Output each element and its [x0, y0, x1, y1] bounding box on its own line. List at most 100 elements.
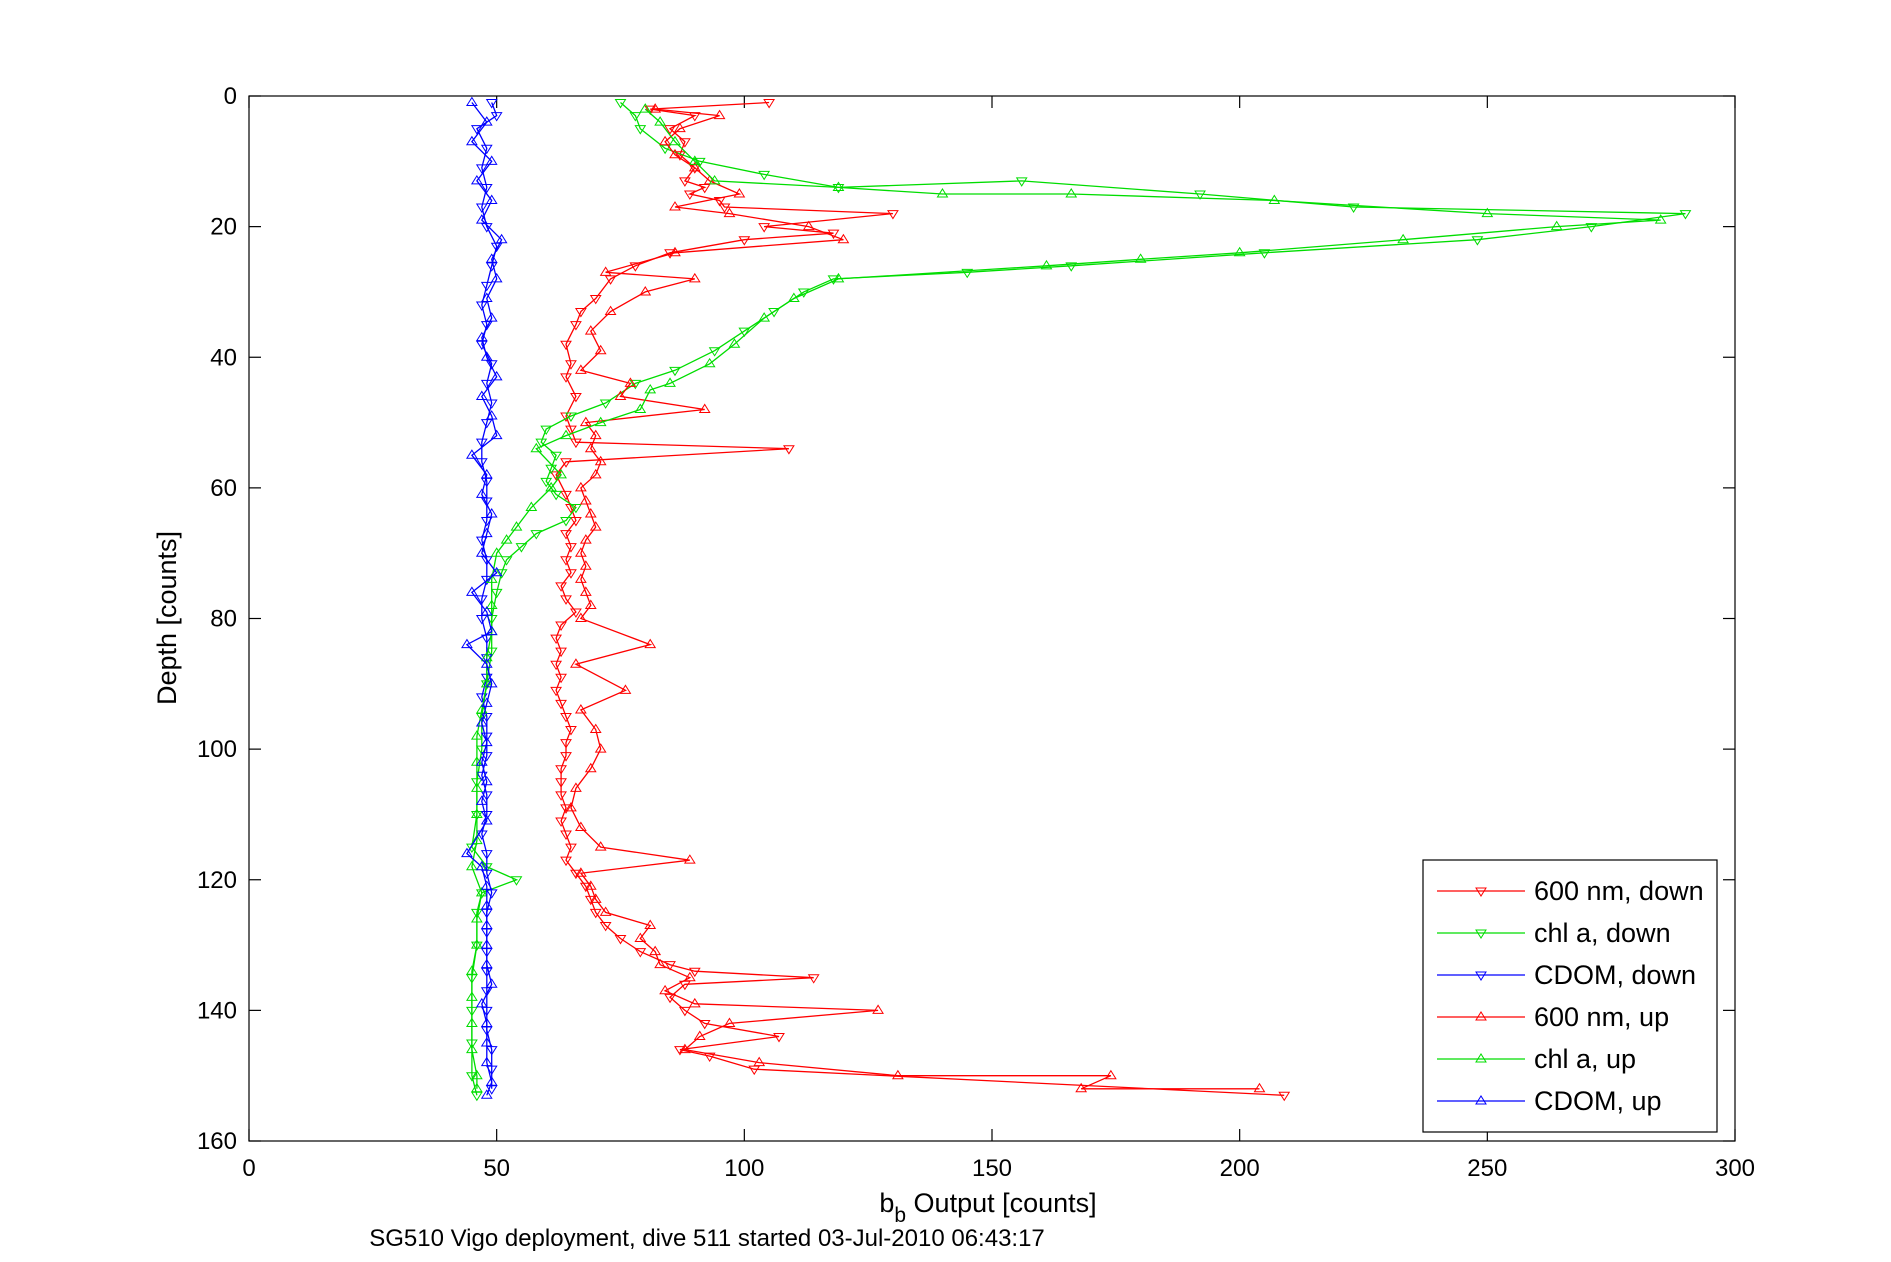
data-point [565, 543, 577, 553]
data-point [584, 508, 597, 518]
data-point [758, 170, 771, 181]
data-point [515, 543, 528, 553]
data-point [560, 340, 572, 351]
data-point [560, 752, 572, 762]
data-point [465, 586, 478, 596]
data-point [1481, 207, 1494, 218]
data-point [560, 712, 572, 723]
data-point [713, 109, 726, 120]
plot-series [461, 96, 1692, 1102]
data-point [550, 686, 563, 697]
chart-caption: SG510 Vigo deployment, dive 511 started … [369, 1225, 1045, 1252]
data-point [480, 987, 493, 997]
data-point [470, 1082, 483, 1093]
data-point [674, 122, 686, 133]
data-point [495, 233, 508, 244]
data-point [480, 144, 493, 155]
data-point [703, 357, 716, 368]
data-point [1134, 253, 1147, 263]
data-point [461, 847, 473, 858]
data-point [1065, 262, 1078, 272]
data-point [1654, 214, 1667, 224]
data-point [480, 419, 493, 429]
data-point [560, 595, 572, 605]
data-point [599, 266, 612, 276]
data-point [470, 908, 483, 919]
data-point [634, 932, 647, 943]
data-point [708, 174, 721, 185]
data-point [584, 325, 597, 335]
data-point [574, 612, 587, 622]
data-point [555, 778, 567, 788]
data-point [470, 808, 483, 818]
legend-item: chl a, up [1437, 1044, 1636, 1074]
data-point [718, 203, 731, 213]
data-point [698, 183, 711, 194]
data-point [1194, 190, 1206, 200]
data-point [565, 726, 577, 736]
data-point [570, 658, 582, 668]
data-point [639, 285, 652, 296]
x-axis-label: bb Output [counts] [879, 1188, 1096, 1227]
data-point [644, 105, 657, 116]
data-point [565, 412, 577, 422]
data-point [555, 673, 567, 684]
data-point [758, 312, 771, 322]
data-point [594, 416, 607, 427]
data-point [475, 203, 488, 213]
legend-item: CDOM, up [1437, 1086, 1662, 1116]
data-point [678, 980, 691, 991]
data-point [659, 135, 671, 146]
data-point [644, 638, 657, 649]
data-point [738, 327, 751, 338]
data-point [678, 1006, 691, 1017]
data-point [560, 490, 572, 501]
data-point [480, 575, 493, 586]
data-point [475, 214, 488, 224]
data-point [485, 1046, 498, 1056]
data-point [891, 1069, 904, 1080]
data-point [1015, 177, 1028, 187]
data-point [565, 801, 577, 812]
data-point [470, 939, 483, 949]
data-point [475, 756, 488, 766]
data-point [659, 984, 671, 995]
data-point [1253, 1082, 1266, 1093]
data-point [480, 712, 493, 723]
data-point [688, 997, 701, 1008]
data-point [629, 379, 642, 390]
y-tick-label: 140 [197, 997, 237, 1024]
data-point [485, 599, 498, 609]
data-point [629, 262, 642, 272]
data-point [480, 815, 493, 825]
data-point [470, 1091, 483, 1102]
data-point [490, 242, 503, 253]
series-cdom-down [470, 99, 503, 1095]
data-point [550, 471, 563, 481]
data-point [475, 830, 488, 840]
data-point [832, 183, 845, 194]
data-point [545, 481, 558, 492]
x-tick-label: 250 [1467, 1155, 1507, 1182]
data-point [475, 860, 488, 871]
data-point [1075, 1082, 1088, 1093]
data-point [480, 321, 493, 331]
data-point [579, 534, 592, 544]
data-point [688, 967, 701, 978]
data-point [560, 517, 572, 527]
data-point [490, 566, 503, 577]
data-point [570, 869, 582, 880]
data-point [1471, 236, 1484, 246]
y-tick-label: 0 [224, 83, 237, 110]
data-point [748, 1065, 761, 1076]
data-point [837, 233, 850, 244]
data-point [475, 615, 488, 625]
data-point [599, 906, 612, 916]
data-point [614, 390, 627, 400]
data-point [555, 817, 567, 827]
data-point [678, 138, 691, 148]
data-point [480, 732, 493, 743]
data-point [510, 876, 523, 886]
data-point [550, 634, 563, 645]
data-point [664, 125, 676, 135]
